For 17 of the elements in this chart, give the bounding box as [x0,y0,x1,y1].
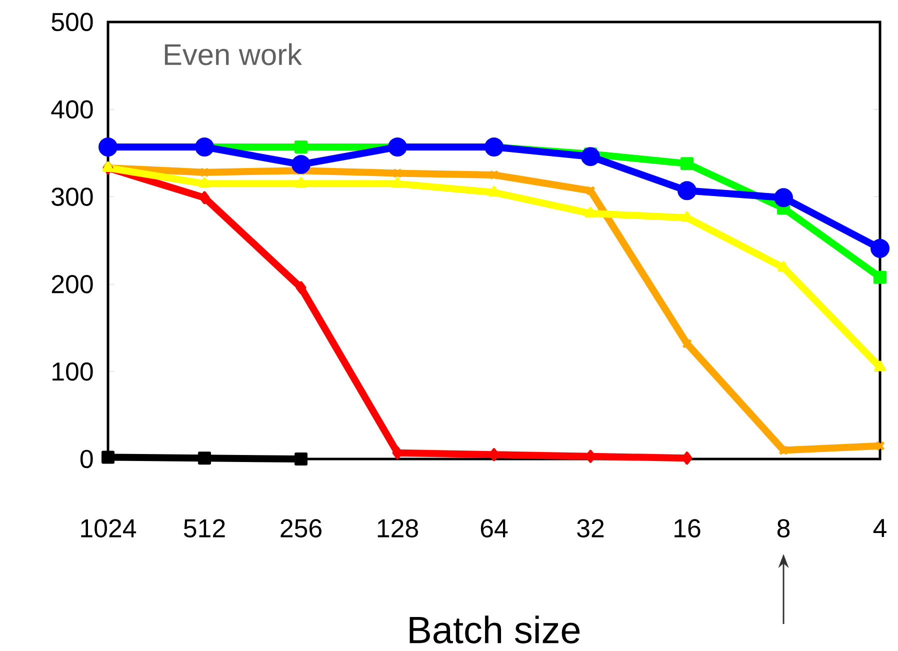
x-tick-label: 128 [378,518,418,538]
y-tick-label: 200 [52,274,93,294]
x-tick-label: 8 [777,518,790,538]
x-tick-label: 512 [184,518,225,538]
x-tick-label: 32 [577,518,604,538]
y-tick-label: 300 [52,187,93,206]
y-tick-label: 400 [51,100,93,118]
x-tick-label: 16 [674,518,700,538]
y-tick-label: 500 [52,12,93,31]
annotation: Even work [164,43,302,66]
x-tick-label: 256 [280,518,322,538]
x-tick-label: 1024 [81,518,136,538]
y-tick-label: 0 [80,450,93,468]
x-tick-label: 4 [873,518,886,537]
y-tick-label: 100 [52,362,93,381]
x-tick-label: 64 [480,518,508,538]
x-axis-title: Batch size [410,615,580,644]
